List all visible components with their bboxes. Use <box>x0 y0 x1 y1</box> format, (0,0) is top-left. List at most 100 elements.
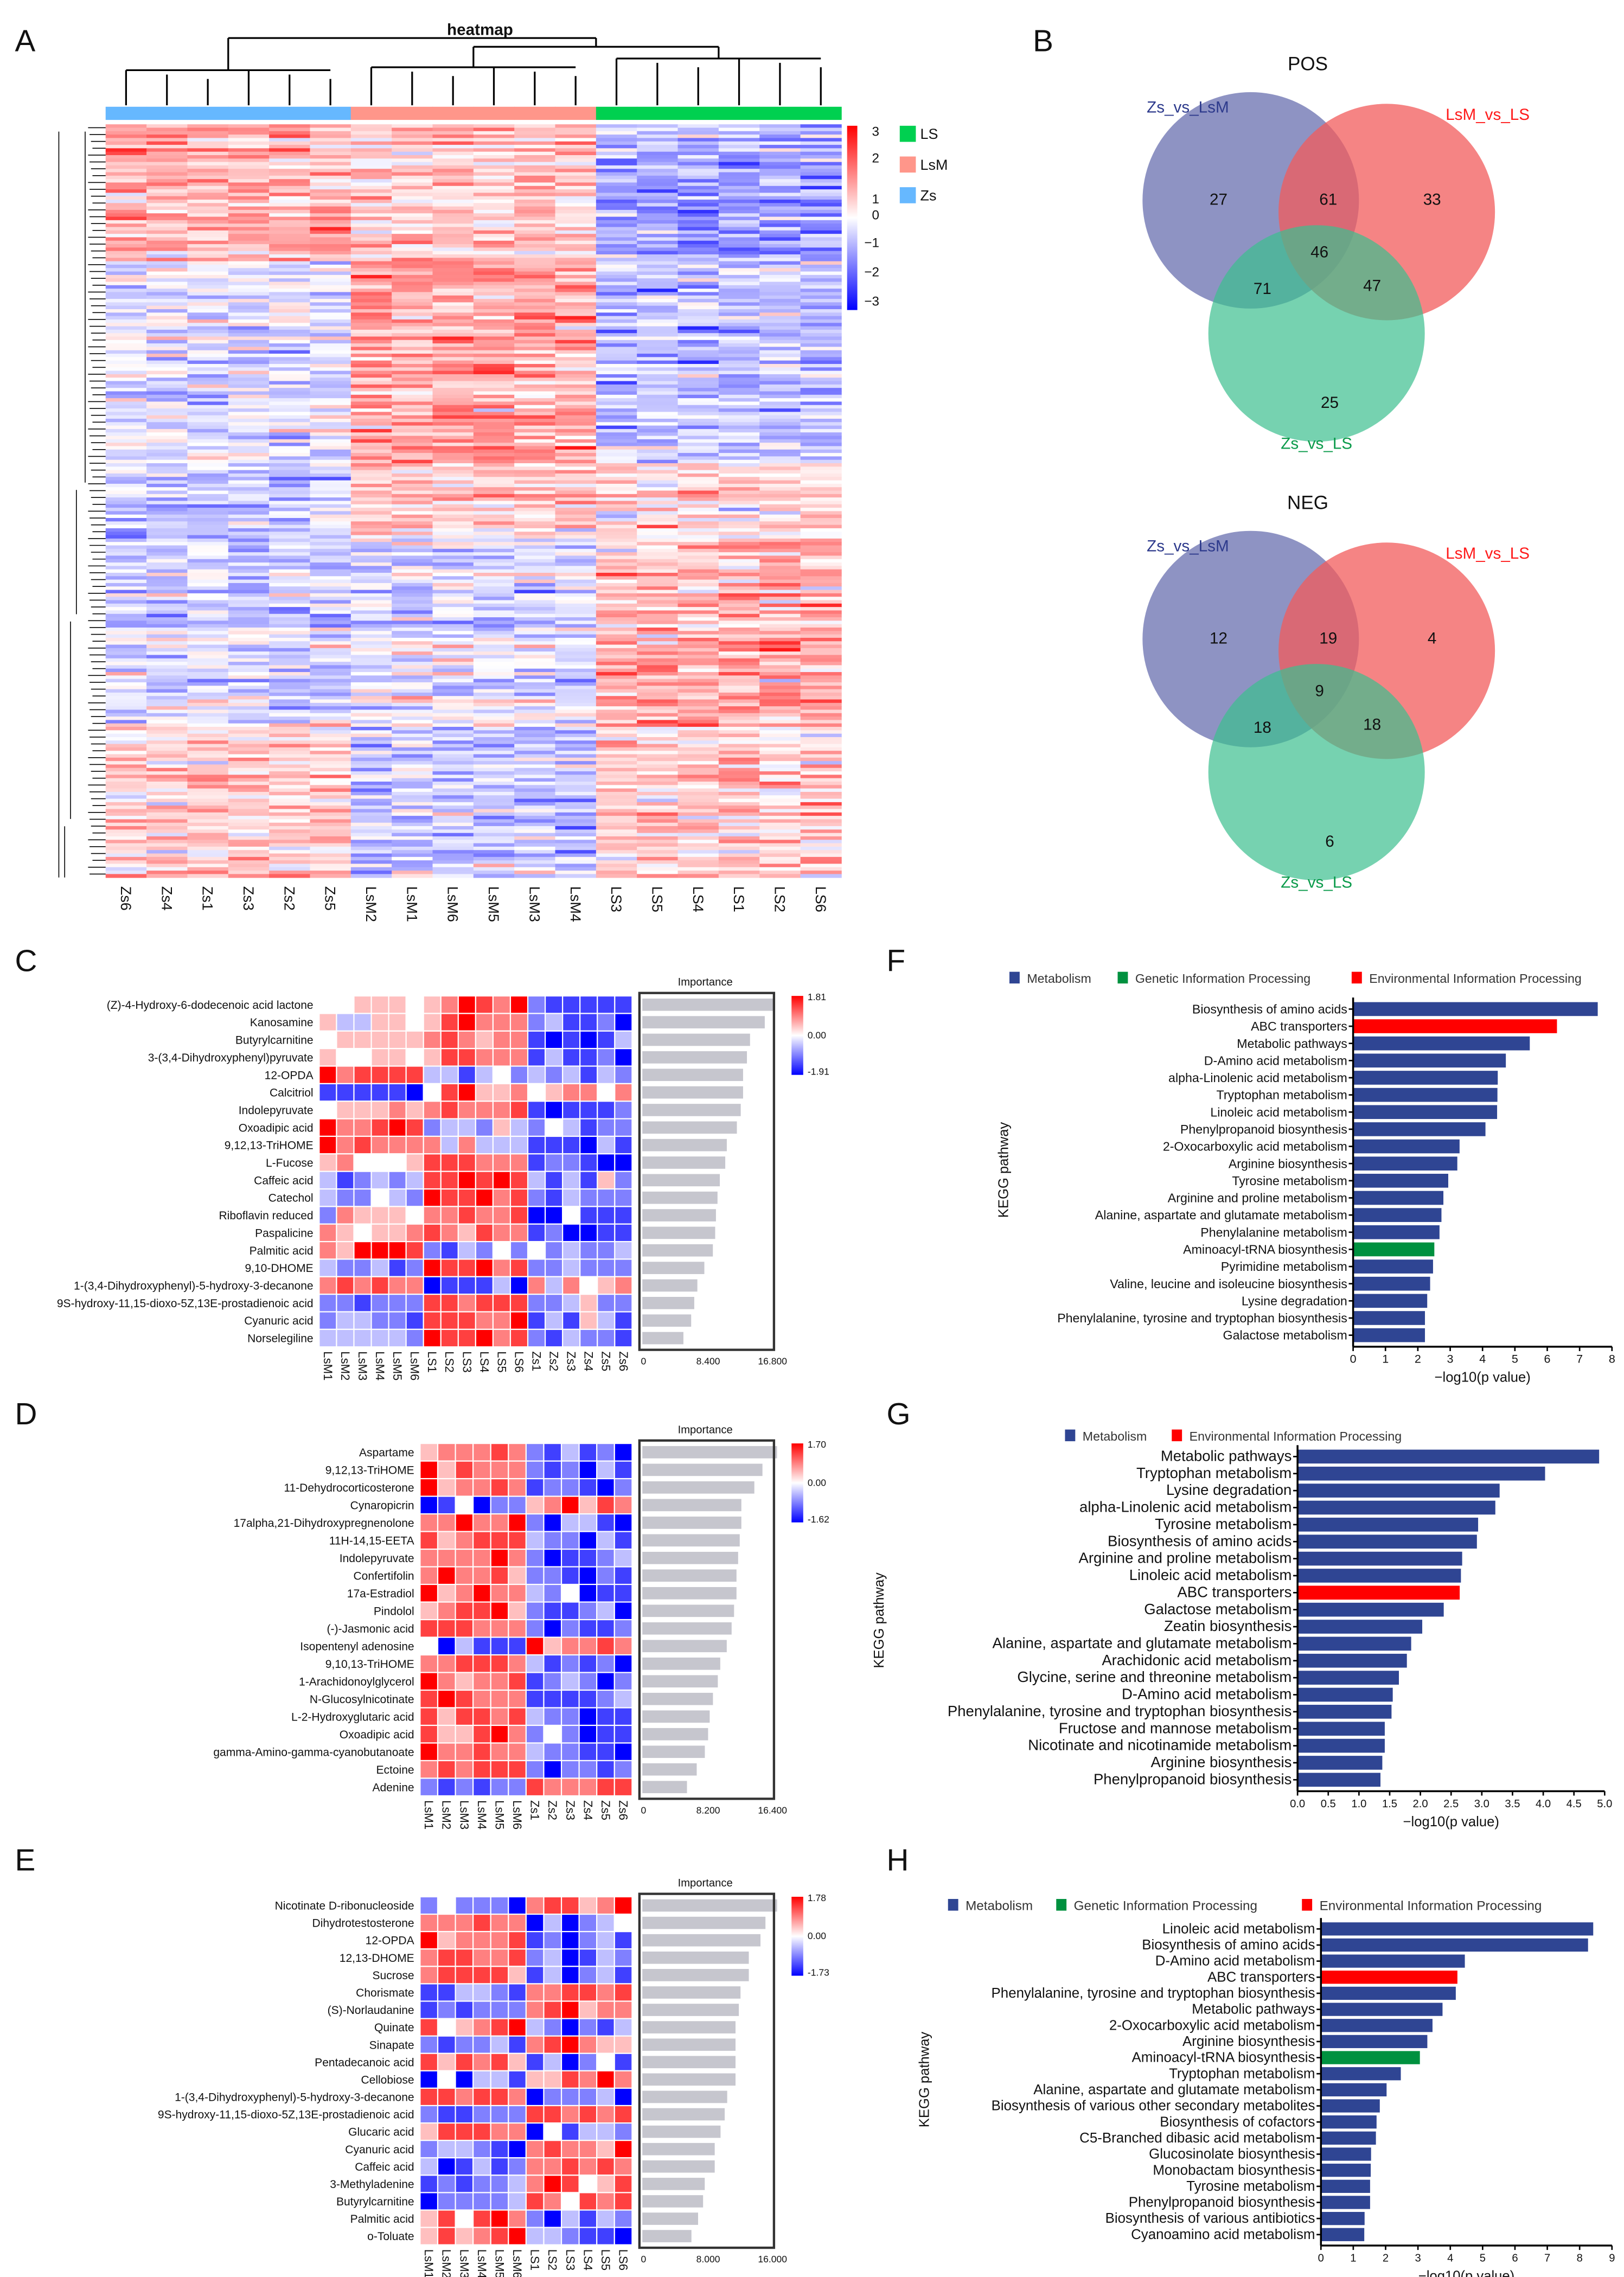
heatmap-cell <box>187 555 229 560</box>
heatmap-cell <box>187 706 229 711</box>
heatmap-cell <box>473 158 515 163</box>
heatmap-cell <box>105 802 147 806</box>
heatmap-cell <box>228 292 270 296</box>
heatmap-cell <box>473 867 515 871</box>
heatmap-cell <box>579 1030 598 1050</box>
heatmap-cell <box>432 463 474 468</box>
heatmap-cell <box>228 747 270 752</box>
heatmap-cell <box>555 757 597 762</box>
heatmap-cell <box>555 333 597 337</box>
heatmap-cell <box>269 572 311 577</box>
heatmap-cell <box>187 788 229 792</box>
heatmap-cell <box>146 826 188 830</box>
heatmap-cell <box>514 446 556 450</box>
heatmap-cell <box>759 230 801 234</box>
heatmap-cell <box>350 439 392 443</box>
heatmap-cell <box>800 662 842 666</box>
heatmap-cell <box>350 151 392 156</box>
heatmap-cell <box>432 145 474 149</box>
heatmap-cell <box>637 323 679 327</box>
heatmap-cell <box>555 569 597 573</box>
heatmap-cell <box>759 179 801 183</box>
heatmap-cell <box>310 165 351 170</box>
heatmap-cell <box>269 648 311 652</box>
heatmap-cell <box>105 593 147 597</box>
heatmap-cell <box>432 675 474 680</box>
heatmap-cell <box>800 720 842 724</box>
heatmap-cell <box>677 733 719 738</box>
heatmap-cell <box>437 1513 456 1532</box>
heatmap-cell <box>800 508 842 512</box>
heatmap-cell <box>677 798 719 803</box>
heatmap-cell <box>350 329 392 334</box>
heatmap-cell <box>473 586 515 591</box>
heatmap-cell <box>472 1689 491 1709</box>
heatmap-cell <box>677 200 719 204</box>
heatmap-cell <box>472 1513 491 1532</box>
heatmap-cell <box>432 196 474 200</box>
heatmap-cell <box>677 627 719 632</box>
heatmap-cell <box>614 1206 633 1225</box>
heatmap-cell <box>800 566 842 570</box>
heatmap-cell <box>800 319 842 324</box>
heatmap-cell <box>310 720 351 724</box>
heatmap-cell <box>310 600 351 604</box>
heatmap-cell <box>310 809 351 813</box>
heatmap-cell <box>432 326 474 330</box>
heatmap-cell <box>637 388 679 392</box>
heatmap-cell <box>637 542 679 546</box>
heatmap-cell <box>490 1619 509 1638</box>
heatmap-cell <box>555 572 597 577</box>
heatmap-cell <box>579 995 598 1014</box>
heatmap-cell <box>637 209 679 214</box>
heatmap-cell <box>596 456 638 460</box>
heatmap-cell <box>105 699 147 703</box>
heatmap-cell <box>269 771 311 776</box>
heatmap-cell <box>350 775 392 779</box>
heatmap-cell <box>187 655 229 659</box>
heatmap-cell <box>718 709 760 714</box>
heatmap-cell <box>432 679 474 683</box>
heatmap-cell <box>490 1478 509 1497</box>
heatmap-cell <box>525 1896 545 1915</box>
heatmap-cell <box>350 802 392 806</box>
heatmap-cell <box>525 1549 545 1568</box>
heatmap-cell <box>310 651 351 656</box>
heatmap-cell <box>475 1258 494 1277</box>
heatmap-cell <box>718 196 760 200</box>
heatmap-cell <box>637 230 679 234</box>
heatmap-cell <box>228 757 270 762</box>
heatmap-cell <box>560 1689 580 1709</box>
heatmap-cell <box>146 179 188 183</box>
heatmap-cell <box>473 829 515 834</box>
heatmap-cell <box>392 692 433 697</box>
heatmap-cell <box>718 158 760 163</box>
heatmap-cell <box>759 833 801 837</box>
heatmap-cell <box>146 436 188 440</box>
heatmap-cell <box>637 282 679 286</box>
heatmap-cell <box>596 648 638 652</box>
heatmap-cell <box>392 278 433 283</box>
heatmap-cell <box>800 532 842 536</box>
heatmap-cell <box>596 1724 615 1744</box>
heatmap-cell <box>405 1013 424 1032</box>
heatmap-cell <box>432 627 474 632</box>
heatmap-cell <box>800 124 842 129</box>
heatmap-cell <box>310 182 351 187</box>
heatmap-cell <box>370 1153 389 1172</box>
heatmap-cell <box>105 473 147 478</box>
heatmap-cell <box>613 1566 633 1585</box>
heatmap-cell <box>555 292 597 296</box>
heatmap-cell <box>677 621 719 625</box>
heatmap-cell <box>350 436 392 440</box>
heatmap-cell <box>350 737 392 741</box>
heatmap-cell <box>432 131 474 135</box>
heatmap-cell <box>759 350 801 354</box>
heatmap-cell <box>392 213 433 218</box>
heatmap-cell <box>759 624 801 628</box>
heatmap-title: heatmap <box>447 21 513 39</box>
heatmap-cell <box>105 135 147 139</box>
heatmap-cell <box>105 552 147 557</box>
heatmap-cell <box>718 340 760 344</box>
heatmap-cell <box>146 583 188 587</box>
